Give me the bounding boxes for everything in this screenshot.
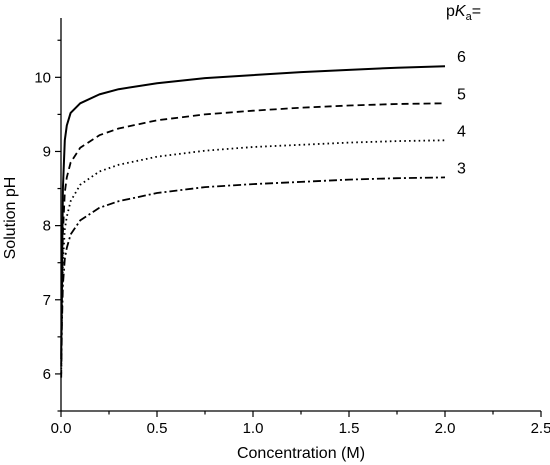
y-tick-label: 7 bbox=[43, 292, 51, 309]
x-axis-title: Concentration (M) bbox=[237, 445, 365, 462]
y-tick-label: 10 bbox=[34, 69, 51, 86]
y-tick-label: 6 bbox=[43, 366, 51, 383]
y-tick-label: 9 bbox=[43, 143, 51, 160]
ticks bbox=[55, 39, 542, 417]
legend-title: pKa= bbox=[446, 3, 481, 23]
x-tick-label: 0.5 bbox=[147, 420, 168, 437]
x-tick-label: 1.0 bbox=[243, 420, 264, 437]
tick-labels: 0.0 0.5 1.0 1.5 2.0 2.5 6 7 8 9 10 bbox=[34, 69, 550, 437]
x-tick-label: 1.5 bbox=[339, 420, 360, 437]
series-label-pka-3: 3 bbox=[457, 160, 466, 177]
x-tick-label: 0.0 bbox=[51, 420, 72, 437]
series-label-pka-4: 4 bbox=[457, 123, 466, 140]
y-tick-label: 8 bbox=[43, 218, 51, 235]
series-line-pka-3 bbox=[60, 176, 446, 378]
axes bbox=[60, 18, 541, 412]
series-line-pka-6 bbox=[60, 65, 446, 360]
x-tick-label: 2.0 bbox=[435, 420, 456, 437]
series-group bbox=[60, 65, 446, 378]
series-line-pka-5 bbox=[60, 102, 446, 367]
y-axis-title: Solution pH bbox=[2, 177, 19, 260]
legend-title-sub: a bbox=[466, 11, 473, 23]
x-tick-label: 2.5 bbox=[531, 420, 550, 437]
series-line-pka-4 bbox=[60, 139, 446, 374]
series-labels: 6 5 4 3 bbox=[457, 49, 466, 177]
series-label-pka-5: 5 bbox=[457, 86, 466, 103]
legend-title-suffix: = bbox=[472, 3, 481, 20]
legend-title-prefix: p bbox=[446, 3, 455, 20]
series-label-pka-6: 6 bbox=[457, 49, 466, 66]
legend-title-italic: K bbox=[455, 3, 467, 20]
